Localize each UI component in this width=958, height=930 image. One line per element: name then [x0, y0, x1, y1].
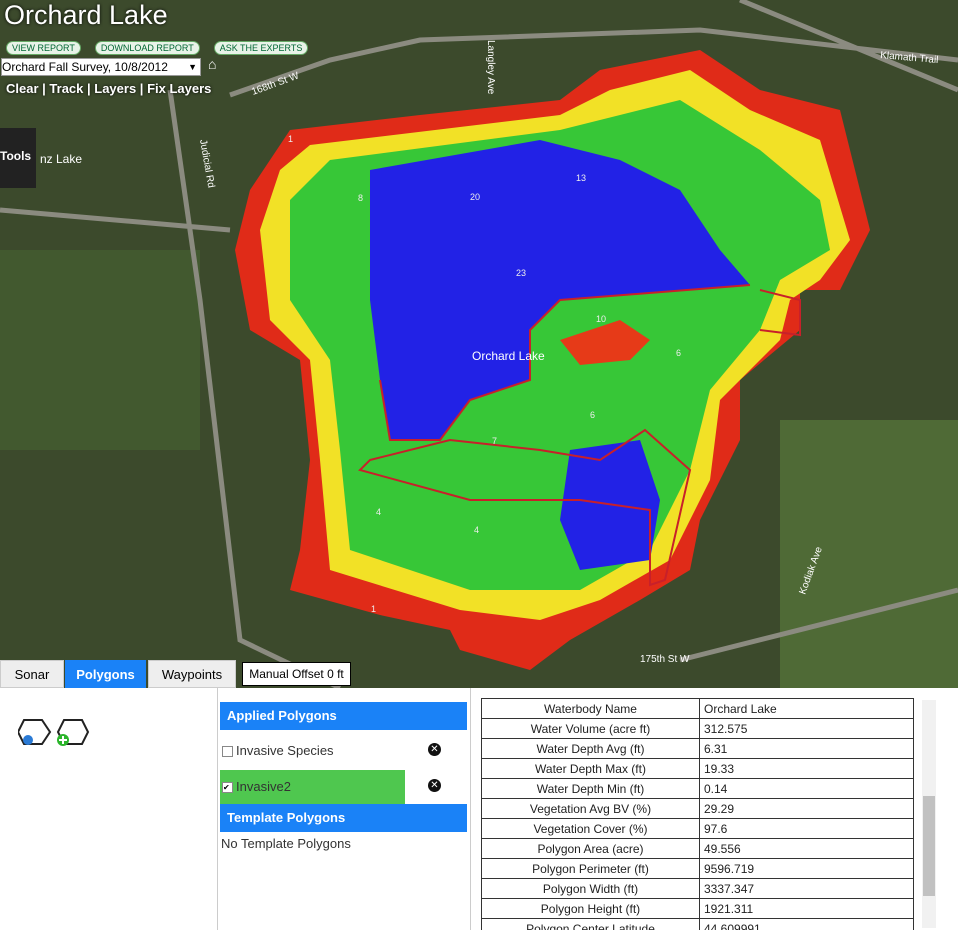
lake-label: Orchard Lake — [472, 349, 545, 363]
road-label: 175th St W — [640, 654, 690, 665]
stat-value: 9596.719 — [699, 858, 914, 879]
polygon-tools — [18, 719, 90, 746]
menu-item[interactable]: Fix Layers — [147, 81, 212, 96]
stat-value: 312.575 — [699, 718, 914, 739]
stats-row: Water Volume (acre ft) 312.575 — [481, 718, 914, 739]
stat-label: Polygon Area (acre) — [481, 838, 700, 859]
stat-value: 29.29 — [699, 798, 914, 819]
survey-text: Orchard Fall Survey, 10/8/2012 — [2, 60, 168, 74]
stat-label: Vegetation Cover (%) — [481, 818, 700, 839]
stat-label: Water Volume (acre ft) — [481, 718, 700, 739]
button-row: VIEW REPORT DOWNLOAD REPORT ASK THE EXPERT… — [6, 38, 322, 56]
contour-label: 4 — [474, 525, 479, 535]
stat-value: 1921.311 — [699, 898, 914, 919]
stats-row: Vegetation Avg BV (%) 29.29 — [481, 798, 914, 819]
delete-icon[interactable]: ✕ — [428, 779, 441, 792]
stat-value: 0.14 — [699, 778, 914, 799]
stat-label: Polygon Height (ft) — [481, 898, 700, 919]
template-empty: No Template Polygons — [221, 836, 351, 851]
polygon-name: Invasive Species — [236, 743, 334, 758]
tools-button[interactable]: Tools — [0, 128, 36, 188]
other-lake-label: nz Lake — [40, 152, 82, 166]
tab[interactable]: Sonar — [0, 660, 64, 688]
stats-row: Vegetation Cover (%) 97.6 — [481, 818, 914, 839]
stats-row: Polygon Area (acre) 49.556 — [481, 838, 914, 859]
contour-label: 6 — [590, 410, 595, 420]
stat-value: 97.6 — [699, 818, 914, 839]
header-button[interactable]: DOWNLOAD REPORT — [94, 41, 200, 55]
contour-label: 23 — [516, 268, 526, 278]
header: Orchard Lake — [4, 0, 168, 31]
contour-label: 10 — [596, 314, 606, 324]
stat-value: Orchard Lake — [699, 698, 914, 719]
stats-row: Polygon Width (ft) 3337.347 — [481, 878, 914, 899]
polygon-item[interactable]: ✔ Invasive2 ✕ — [220, 770, 441, 804]
polygon-panel: Applied Polygons Invasive Species ✕ ✔ Invasi… — [220, 702, 467, 851]
menu: Clear | Track | Layers | Fix Layers — [6, 81, 212, 96]
applied-header: Applied Polygons — [220, 702, 467, 730]
title: Orchard Lake — [4, 0, 168, 30]
stat-value: 19.33 — [699, 758, 914, 779]
tab[interactable]: Polygons — [65, 660, 146, 688]
contour-label: 13 — [576, 173, 586, 183]
stat-label: Water Depth Avg (ft) — [481, 738, 700, 759]
contour-label: 1 — [288, 134, 293, 144]
contour-label: 8 — [358, 193, 363, 203]
stat-value: 3337.347 — [699, 878, 914, 899]
stat-value: 6.31 — [699, 738, 914, 759]
stats-table: Waterbody Name Orchard Lake Water Volume (… — [481, 698, 914, 930]
delete-icon[interactable]: ✕ — [428, 743, 441, 756]
home-icon[interactable]: ⌂ — [208, 56, 217, 72]
stats-row: Waterbody Name Orchard Lake — [481, 698, 914, 719]
menu-item[interactable]: Track — [49, 81, 84, 96]
checkbox[interactable] — [222, 746, 233, 758]
stat-label: Waterbody Name — [481, 698, 700, 719]
stats-row: Water Depth Avg (ft) 6.31 — [481, 738, 914, 759]
stat-label: Water Depth Min (ft) — [481, 778, 700, 799]
polygon-item[interactable]: Invasive Species ✕ — [220, 734, 467, 768]
header-button[interactable]: ASK THE EXPERTS — [213, 41, 309, 55]
tab[interactable]: Waypoints — [148, 660, 236, 688]
stat-value: 49.556 — [699, 838, 914, 859]
contour-label: 20 — [470, 192, 480, 202]
stat-label: Vegetation Avg BV (%) — [481, 798, 700, 819]
stat-label: Polygon Width (ft) — [481, 878, 700, 899]
stats-row: Polygon Height (ft) 1921.311 — [481, 898, 914, 919]
stats-row: Water Depth Max (ft) 19.33 — [481, 758, 914, 779]
road-label: Langley Ave — [485, 40, 496, 95]
stats-row: Polygon Center Latitude 44.609991 — [481, 918, 914, 930]
stat-label: Water Depth Max (ft) — [481, 758, 700, 779]
checkbox[interactable]: ✔ — [222, 782, 233, 794]
contour-label: 7 — [492, 436, 497, 446]
offset-button[interactable]: Manual Offset 0 ft — [242, 662, 351, 686]
menu-item[interactable]: Layers — [94, 81, 137, 96]
stat-value: 44.609991 — [699, 918, 914, 930]
contour-label: 4 — [376, 507, 381, 517]
stats-row: Water Depth Min (ft) 0.14 — [481, 778, 914, 799]
contour-label: 1 — [371, 604, 376, 614]
menu-item[interactable]: Clear — [6, 81, 39, 96]
stats-row: Polygon Perimeter (ft) 9596.719 — [481, 858, 914, 879]
stats-panel: Waterbody Name Orchard Lake Water Volume (… — [481, 698, 914, 930]
scrollbar[interactable] — [922, 700, 936, 928]
edit-polygon-icon[interactable] — [18, 719, 52, 745]
stat-label: Polygon Perimeter (ft) — [481, 858, 700, 879]
contour-label: 6 — [676, 348, 681, 358]
stat-label: Polygon Center Latitude — [481, 918, 700, 930]
survey-select[interactable]: Orchard Fall Survey, 10/8/2012 ▼ — [1, 58, 201, 76]
road-label: Klamath Trail — [880, 50, 939, 66]
header-button[interactable]: VIEW REPORT — [6, 41, 81, 55]
polygon-name: Invasive2 — [236, 779, 291, 794]
template-header: Template Polygons — [220, 804, 467, 832]
